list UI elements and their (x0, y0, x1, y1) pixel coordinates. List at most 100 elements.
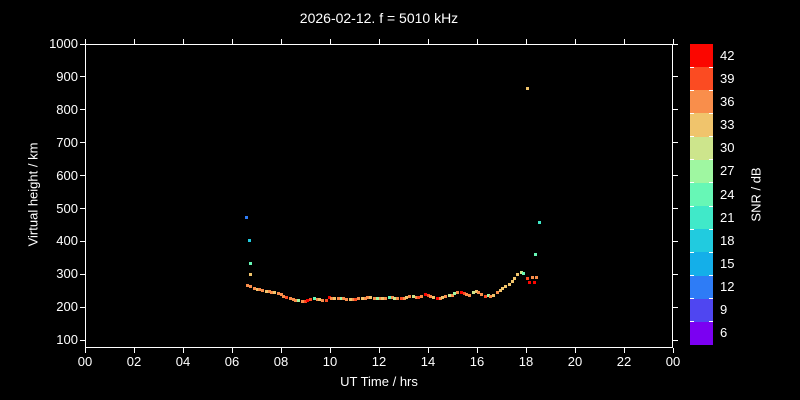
data-point (249, 273, 253, 277)
x-tick (133, 348, 135, 353)
y-tick-label: 800 (56, 101, 78, 117)
data-point (444, 294, 448, 298)
x-tick-top (84, 39, 86, 44)
data-point (300, 300, 304, 304)
data-point (249, 284, 253, 288)
data-point (535, 276, 539, 280)
data-point (432, 296, 436, 300)
colorbar (690, 44, 713, 346)
plot-area (85, 44, 673, 348)
colorbar-tick (690, 89, 694, 91)
y-tick-right (673, 142, 678, 144)
colorbar-segment (690, 67, 713, 91)
data-point (438, 297, 442, 301)
data-point (530, 276, 534, 280)
data-point (525, 86, 529, 90)
y-tick-label: 300 (56, 266, 78, 282)
y-tick-right (673, 76, 678, 78)
data-point (402, 296, 406, 300)
data-point (285, 296, 289, 300)
data-point (519, 270, 523, 274)
data-point (483, 294, 487, 298)
data-point (414, 295, 418, 299)
data-point (333, 297, 337, 301)
y-tick (80, 109, 85, 111)
data-point (330, 296, 334, 300)
x-axis-label: UT Time / hrs (340, 374, 418, 389)
data-point (288, 297, 292, 301)
data-point (267, 289, 271, 293)
colorbar-tick (709, 298, 713, 300)
data-point (480, 292, 484, 296)
colorbar-segment (690, 275, 713, 300)
data-point (447, 294, 451, 298)
data-point (342, 297, 346, 301)
colorbar-tick-label: 27 (720, 163, 735, 179)
colorbar-tick (690, 228, 694, 230)
data-point (321, 299, 325, 303)
y-tick-right (673, 43, 678, 45)
data-point (345, 298, 349, 302)
x-tick-label: 00 (665, 354, 681, 369)
data-point (456, 290, 460, 294)
data-point (459, 291, 463, 295)
x-tick-label: 02 (126, 354, 142, 369)
y-tick-right (673, 273, 678, 275)
y-tick (80, 273, 85, 275)
data-point (351, 298, 355, 302)
data-point (420, 294, 424, 298)
y-tick-right (673, 306, 678, 308)
y-tick (80, 240, 85, 242)
colorbar-tick-label: 24 (720, 186, 735, 202)
data-point (423, 292, 427, 296)
data-point (315, 298, 319, 302)
data-point (372, 296, 376, 300)
colorbar-tick-label: 36 (720, 93, 735, 109)
colorbar-tick (709, 228, 713, 230)
data-point (294, 299, 298, 303)
colorbar-tick (690, 205, 694, 207)
colorbar-tick-label: 30 (720, 140, 735, 156)
data-point (441, 295, 445, 299)
data-point (282, 294, 286, 298)
x-tick-top (329, 39, 331, 44)
data-point (336, 297, 340, 301)
x-tick (574, 348, 576, 353)
data-point (390, 296, 394, 300)
colorbar-segment (690, 44, 713, 68)
data-point (318, 298, 322, 302)
x-tick-top (427, 39, 429, 44)
data-point (474, 289, 478, 293)
data-point (465, 292, 469, 296)
x-tick (378, 348, 380, 353)
y-tick-label: 200 (56, 299, 78, 315)
colorbar-segment (690, 159, 713, 184)
x-tick-top (476, 39, 478, 44)
data-point (396, 297, 400, 301)
data-point (381, 297, 385, 301)
colorbar-segment (690, 136, 713, 161)
data-point (462, 291, 466, 295)
y-tick (80, 43, 85, 45)
y-tick-label: 1000 (49, 36, 78, 51)
x-tick-label: 08 (273, 354, 289, 369)
y-tick (80, 175, 85, 177)
data-point (360, 297, 364, 301)
colorbar-segment (690, 90, 713, 114)
data-point (417, 296, 421, 300)
y-tick (80, 142, 85, 144)
colorbar-tick-label: 21 (720, 209, 735, 225)
colorbar-tick (690, 66, 694, 68)
data-point (533, 280, 537, 284)
data-point (270, 290, 274, 294)
data-point (255, 287, 259, 291)
y-tick-right (673, 339, 678, 341)
x-tick-top (133, 39, 135, 44)
data-point (492, 293, 496, 297)
data-point (245, 284, 249, 287)
x-tick-top (182, 39, 184, 44)
colorbar-tick (709, 251, 713, 253)
x-tick-label: 04 (175, 354, 191, 369)
y-tick-label: 900 (56, 68, 78, 84)
colorbar-tick (709, 89, 713, 91)
